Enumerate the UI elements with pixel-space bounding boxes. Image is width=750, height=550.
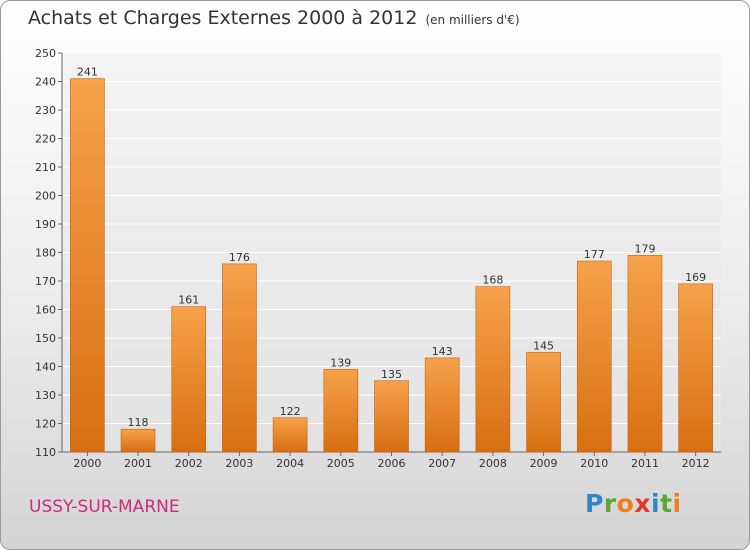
bar-2002 [171,306,207,453]
y-tick-label: 120 [35,418,56,431]
x-tick-label: 2005 [327,457,355,470]
logo-letter: r [603,489,617,518]
y-tick-label: 200 [35,190,56,203]
y-tick-label: 250 [35,47,56,60]
x-tick-label: 2011 [631,457,659,470]
data-label: 135 [381,368,402,381]
x-tick-label: 2010 [580,457,608,470]
x-tick-label: 2001 [124,457,152,470]
data-label: 143 [432,345,453,358]
logo-letter: i [651,489,661,518]
x-tick-label: 2000 [73,457,101,470]
logo-letter: t [660,489,673,518]
y-tick-label: 150 [35,332,56,345]
bar-2000 [70,78,105,453]
bar-2007 [424,357,460,453]
logo-letter: i [672,489,682,518]
bar-2010 [576,260,612,453]
bar-2005 [323,369,359,453]
data-label: 179 [634,242,655,255]
logo-letter: x [634,489,651,518]
bar-2008 [475,286,511,453]
proxiti-logo: Proxiti [585,489,682,518]
logo-letter: P [585,489,604,518]
y-tick-label: 170 [35,275,56,288]
y-tick-label: 230 [35,104,56,117]
data-label: 177 [584,248,605,261]
y-tick-label: 140 [35,361,56,374]
y-tick-label: 210 [35,161,56,174]
bar-2009 [526,351,561,453]
x-tick-label: 2007 [428,457,456,470]
x-tick-label: 2003 [225,457,253,470]
y-tick-label: 220 [35,133,56,146]
chart-title: Achats et Charges Externes 2000 à 2012 (e… [28,7,520,29]
data-label: 169 [685,271,706,284]
y-tick-label: 180 [35,247,56,260]
data-label: 241 [77,66,98,79]
data-label: 139 [330,356,351,369]
x-tick-label: 2002 [175,457,203,470]
data-label: 161 [178,294,199,307]
data-label: 122 [280,405,301,418]
bar-2001 [120,428,156,453]
data-label: 118 [128,416,149,429]
bar-2004 [272,417,308,453]
x-tick-label: 2012 [682,457,710,470]
commune-name: USSY-SUR-MARNE [29,497,180,517]
x-tick-label: 2004 [276,457,304,470]
x-tick-label: 2006 [378,457,406,470]
x-tick-label: 2008 [479,457,507,470]
chart-unit: (en milliers d'€) [425,13,520,27]
data-label: 168 [482,274,503,287]
logo-letter: o [616,489,635,518]
y-tick-label: 240 [35,76,56,89]
bar-2006 [374,380,409,453]
bar-2011 [627,255,663,453]
y-tick-label: 160 [35,304,56,317]
data-label: 145 [533,339,554,352]
bar-2012 [678,283,713,453]
y-tick-label: 130 [35,389,56,402]
data-label: 176 [229,251,250,264]
y-tick-label: 190 [35,218,56,231]
chart-title-text: Achats et Charges Externes 2000 à 2012 [28,7,418,29]
bar-2003 [222,263,257,453]
y-tick-label: 110 [35,446,56,459]
x-tick-label: 2009 [530,457,558,470]
